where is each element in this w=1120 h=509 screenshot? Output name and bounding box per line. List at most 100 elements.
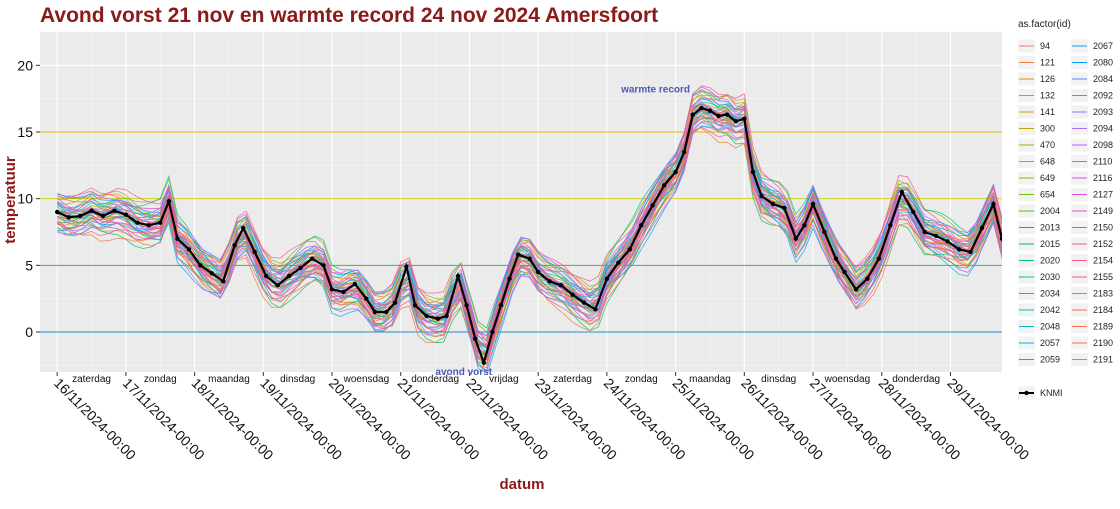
day-label: woensdag: [824, 374, 871, 385]
knmi-point: [535, 269, 541, 275]
knmi-point: [899, 189, 904, 195]
legend-label: 2042: [1040, 305, 1060, 315]
y-axis: 0 5 10 15 20: [17, 57, 40, 340]
knmi-point: [392, 300, 398, 305]
knmi-point: [329, 287, 335, 292]
legend-label: 2149: [1093, 206, 1113, 216]
knmi-point: [690, 112, 695, 117]
knmi-point: [770, 201, 776, 207]
knmi-point: [158, 220, 163, 225]
knmi-point: [699, 105, 704, 111]
knmi-point: [77, 213, 83, 219]
series-line: [56, 102, 1002, 346]
series-line: [57, 85, 1002, 357]
knmi-point: [412, 303, 418, 308]
legend-label: 2004: [1040, 206, 1060, 216]
legend-label: 2155: [1093, 272, 1113, 282]
knmi-point: [352, 281, 358, 287]
series-line: [56, 127, 1002, 354]
knmi-point: [968, 249, 973, 255]
knmi-point: [241, 225, 246, 231]
legend-label-knmi: KNMI: [1040, 388, 1063, 398]
knmi-point: [166, 199, 172, 204]
knmi-point: [793, 236, 799, 241]
day-labels: zaterdag zondag maandag dinsdag woensdag dond…: [72, 374, 940, 385]
series-line: [57, 93, 1002, 343]
day-label: zaterdag: [72, 374, 111, 385]
legend-label: 2059: [1040, 355, 1060, 365]
knmi-point: [341, 289, 346, 295]
knmi-point: [186, 247, 192, 252]
legend-label: 2110: [1093, 157, 1112, 167]
knmi-point: [888, 223, 893, 228]
knmi-point: [558, 283, 564, 288]
series-line: [57, 86, 1002, 349]
knmi-point: [853, 287, 859, 292]
knmi-point: [146, 223, 151, 228]
y-tick-label: 5: [25, 257, 33, 273]
knmi-point: [933, 233, 939, 239]
knmi-point: [782, 205, 787, 211]
knmi-point: [639, 223, 644, 228]
day-label: maandag: [208, 374, 250, 385]
knmi-point: [922, 229, 927, 235]
knmi-point: [112, 208, 117, 213]
legend-label: 2093: [1093, 107, 1113, 117]
legend-label: 141: [1040, 107, 1055, 117]
knmi-point: [750, 169, 756, 175]
knmi-point: [464, 303, 469, 308]
knmi-point: [175, 236, 180, 241]
legend-point-knmi: [1024, 390, 1029, 396]
legend-label: 2098: [1093, 140, 1113, 150]
x-axis: 16/11/2024-00:0017/11/2024-00:0018/11/20…: [51, 372, 1033, 463]
knmi-point: [490, 329, 495, 335]
knmi-point: [54, 209, 60, 215]
day-label: zondag: [625, 374, 658, 385]
day-label: donderdag: [892, 374, 940, 385]
legend-label: 2057: [1040, 338, 1060, 348]
knmi-point: [527, 256, 532, 261]
y-tick-label: 10: [17, 191, 33, 207]
knmi-point: [593, 307, 598, 312]
knmi-point: [455, 273, 461, 279]
knmi-point: [498, 303, 504, 308]
plot-panel: [40, 32, 1002, 372]
series-line: [56, 107, 1002, 346]
legend-label: 2084: [1093, 74, 1113, 84]
legend-title: as.factor(id): [1018, 19, 1071, 30]
legend-label: 300: [1040, 124, 1055, 134]
knmi-point: [298, 265, 303, 271]
knmi-point: [673, 169, 678, 175]
legend-label: 2150: [1093, 223, 1113, 233]
legend-label: 2189: [1093, 322, 1113, 332]
knmi-point: [263, 273, 269, 279]
knmi-point: [232, 243, 237, 248]
knmi-point: [876, 256, 882, 261]
knmi-point: [507, 276, 512, 281]
day-label: zondag: [144, 374, 177, 385]
y-tick-label: 20: [17, 57, 33, 73]
knmi-point: [221, 279, 226, 284]
legend-label: 649: [1040, 173, 1055, 183]
knmi-point: [198, 263, 203, 268]
day-label: zaterdag: [553, 374, 592, 385]
knmi-point: [991, 201, 996, 207]
annotations: warmte record avond vorst: [435, 84, 690, 378]
series-line: [57, 90, 1002, 355]
knmi-point: [252, 249, 257, 255]
day-label: vrijdag: [489, 374, 518, 385]
day-label: maandag: [689, 374, 731, 385]
knmi-point: [286, 273, 292, 279]
legend-label: 2080: [1093, 58, 1113, 68]
knmi-point: [616, 260, 621, 265]
x-axis-title: datum: [500, 476, 545, 493]
knmi-point: [275, 283, 280, 288]
legend-label: 121: [1040, 58, 1055, 68]
knmi-point: [321, 263, 326, 268]
legend-label: 2127: [1093, 190, 1113, 200]
legend-label: 2020: [1040, 256, 1060, 266]
legend-label: 648: [1040, 157, 1055, 167]
legend-label: 94: [1040, 41, 1050, 51]
legend-label: 132: [1040, 91, 1055, 101]
